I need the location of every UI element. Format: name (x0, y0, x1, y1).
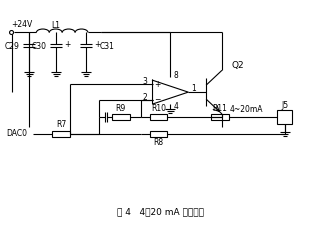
Text: +: + (154, 80, 161, 89)
Text: R11: R11 (212, 104, 227, 113)
Text: DAC0: DAC0 (7, 129, 27, 138)
Text: 2: 2 (143, 93, 148, 102)
Text: 3: 3 (143, 77, 148, 86)
Text: 图 4   4～20 mA 输出电路: 图 4 4～20 mA 输出电路 (117, 207, 204, 216)
Text: +: + (64, 40, 70, 49)
Text: 4: 4 (173, 101, 178, 111)
Bar (52, 131, 70, 137)
Text: L1: L1 (52, 21, 61, 30)
Text: R7: R7 (56, 121, 66, 129)
Text: 1: 1 (191, 84, 196, 93)
Bar (150, 114, 167, 120)
Bar (277, 110, 293, 124)
Text: 4~20mA: 4~20mA (230, 104, 263, 114)
Text: C29: C29 (4, 42, 19, 51)
Text: 8: 8 (173, 71, 178, 80)
Bar (150, 131, 167, 137)
Bar (211, 114, 229, 120)
Text: R8: R8 (153, 138, 164, 147)
Text: Q2: Q2 (232, 61, 245, 70)
Text: R9: R9 (115, 104, 126, 113)
Text: +24V: +24V (11, 20, 33, 29)
Text: R10: R10 (151, 104, 166, 113)
Text: C31: C31 (100, 42, 115, 51)
Bar (112, 114, 130, 120)
Text: −: − (154, 96, 161, 105)
Text: J5: J5 (281, 101, 288, 110)
Text: +: + (94, 40, 100, 49)
Text: C30: C30 (31, 42, 46, 51)
